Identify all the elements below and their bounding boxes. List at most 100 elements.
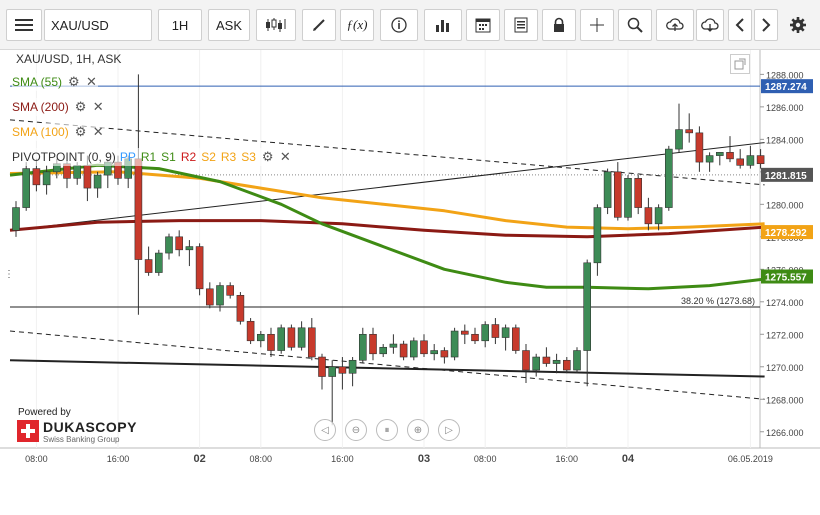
y-tick-label: 1284.000 xyxy=(766,135,804,145)
close-icon[interactable]: ✕ xyxy=(92,124,104,139)
candle-body xyxy=(277,327,286,351)
chevron-right-icon: ▷ xyxy=(445,424,453,436)
download-icon xyxy=(701,18,719,32)
candles xyxy=(12,74,765,426)
indicator-sma-100[interactable]: SMA (100) ⚙ ✕ xyxy=(12,123,105,141)
candle-body xyxy=(267,333,275,351)
lock-icon xyxy=(554,17,564,32)
trend-line xyxy=(9,359,765,378)
candle-body xyxy=(175,236,183,251)
pivot-level-s2: S2 xyxy=(201,150,216,164)
candle-body xyxy=(32,168,41,186)
info-icon xyxy=(391,17,407,33)
candle-body xyxy=(705,155,714,163)
candle-body xyxy=(348,359,357,374)
volume-button[interactable] xyxy=(424,9,462,41)
x-tick-label: 03 xyxy=(418,453,430,465)
gear-icon[interactable]: ⚙ xyxy=(74,99,87,114)
y-tick-label: 1286.000 xyxy=(766,103,804,113)
zoom-button[interactable] xyxy=(618,9,652,41)
y-tick-label: 1274.000 xyxy=(766,298,804,308)
candle-body xyxy=(12,207,20,231)
upload-icon xyxy=(666,18,684,31)
candle-body xyxy=(746,155,755,166)
candle-body xyxy=(562,359,571,371)
gear-icon[interactable]: ⚙ xyxy=(74,124,87,139)
candle-body xyxy=(297,327,306,348)
candle-body xyxy=(522,350,530,371)
zoom-icon xyxy=(627,17,643,33)
gear-icon[interactable]: ⚙ xyxy=(261,149,274,164)
prev-button[interactable] xyxy=(728,9,752,41)
candle-body xyxy=(532,356,541,371)
scroll-right-button[interactable]: ▷ xyxy=(438,419,460,441)
candle-body xyxy=(603,171,612,208)
fx-button[interactable]: ƒ(x) xyxy=(340,9,374,41)
popout-button[interactable] xyxy=(730,54,750,74)
x-tick-label: 08:00 xyxy=(250,454,273,464)
candle-body xyxy=(134,158,143,260)
lock-button[interactable] xyxy=(542,9,576,41)
scroll-left-button[interactable]: ◁ xyxy=(314,419,336,441)
menu-button[interactable] xyxy=(6,9,42,41)
fib-level-label: 38.20 % (1273.68) xyxy=(681,296,755,306)
period-selector[interactable]: 1H xyxy=(158,9,202,41)
candle-body xyxy=(369,333,377,355)
sma-lines xyxy=(9,163,765,291)
indicator-sma-55[interactable]: SMA (55) ⚙ ✕ xyxy=(12,73,99,91)
instrument-label: XAU/USD xyxy=(51,17,109,33)
price-tags: 1287.274 1281.815 1278.292 1275.557 xyxy=(761,79,813,284)
zoom-in-icon: ⊕ xyxy=(413,424,423,436)
next-button[interactable] xyxy=(754,9,778,41)
side-selector[interactable]: ASK xyxy=(208,9,250,41)
pivot-level-pp: PP xyxy=(119,150,136,164)
x-tick-label: 16:00 xyxy=(556,454,579,464)
y-tick-label: 1288.000 xyxy=(766,70,804,80)
candle-body xyxy=(236,294,245,322)
candle-body xyxy=(542,356,551,364)
y-tick-label: 1272.000 xyxy=(766,330,804,340)
download-button[interactable] xyxy=(696,9,724,41)
candle-body xyxy=(165,236,173,254)
horizontal-lines: 38.20 % (1273.68) xyxy=(10,85,760,308)
candle-body xyxy=(613,171,622,218)
info-button[interactable] xyxy=(380,9,418,41)
indicator-label: SMA (200) xyxy=(12,100,69,114)
candle-body xyxy=(307,327,316,358)
indicator-pivotpoint[interactable]: PIVOTPOINT (0, 9) PP R1 S1 R2 S2 R3 S3 ⚙… xyxy=(12,148,292,166)
reset-button[interactable]: ⏸ xyxy=(376,419,398,441)
close-icon[interactable]: ✕ xyxy=(86,74,97,89)
gear-icon[interactable]: ⚙ xyxy=(68,74,80,89)
candle-body xyxy=(287,327,296,348)
zoom-out-button[interactable]: ⊖ xyxy=(345,419,367,441)
candle-body xyxy=(83,165,92,189)
candle-body xyxy=(440,350,449,358)
candle-body xyxy=(409,340,418,358)
candle-body xyxy=(338,366,347,374)
calendar-button[interactable] xyxy=(466,9,500,41)
candle-body xyxy=(246,320,255,342)
zoom-in-button[interactable]: ⊕ xyxy=(407,419,429,441)
crosshair-button[interactable] xyxy=(580,9,614,41)
settings-button[interactable] xyxy=(784,9,812,41)
draw-button[interactable] xyxy=(302,9,336,41)
candle-body xyxy=(144,259,153,273)
candle-body xyxy=(583,262,592,351)
trend-line xyxy=(9,119,765,186)
close-icon[interactable]: ✕ xyxy=(92,99,104,114)
indicator-sma-200[interactable]: SMA (200) ⚙ ✕ xyxy=(12,98,105,116)
powered-by: Powered by xyxy=(18,407,71,418)
resize-handle[interactable]: ⋮ xyxy=(4,269,14,280)
price-axis: 1266.000 1268.000 1270.000 1272.000 1274.000… xyxy=(760,70,804,438)
y-tick-label: 1280.000 xyxy=(766,200,804,210)
price-chart[interactable]: 38.20 % (1273.68) 1266.000 1268.000 1270.0… xyxy=(0,50,820,515)
calendar-icon xyxy=(475,18,491,33)
price-tag-label: 1278.292 xyxy=(765,228,807,239)
close-icon[interactable]: ✕ xyxy=(279,149,291,164)
candle-body xyxy=(226,285,234,296)
chart-type-button[interactable] xyxy=(256,9,296,41)
report-button[interactable] xyxy=(504,9,538,41)
upload-button[interactable] xyxy=(656,9,694,41)
candle-body xyxy=(481,324,490,342)
instrument-selector[interactable]: XAU/USD xyxy=(44,9,152,41)
